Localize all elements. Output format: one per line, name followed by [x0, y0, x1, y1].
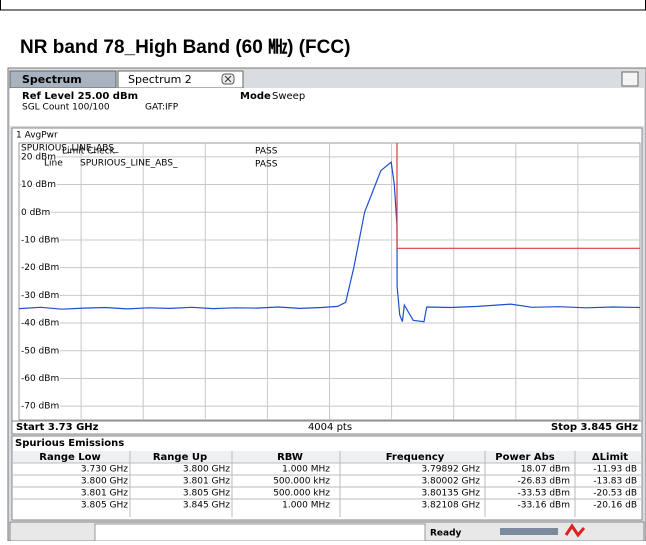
trace: [19, 161, 640, 323]
column-header: RBW: [277, 452, 303, 463]
cell: -26.83 dBm: [517, 477, 570, 487]
plot-frame: [11, 127, 643, 435]
close-icon: [224, 75, 232, 83]
cell: 500.000 kHz: [273, 489, 330, 499]
y-tick-label: -50 dBm: [21, 346, 59, 356]
y-tick-label: -20 dBm: [21, 263, 59, 273]
cell: 3.800 GHz: [183, 465, 230, 475]
y-tick-label: 0 dBm: [21, 208, 50, 218]
y-tick-label: 20 dBm: [21, 152, 56, 162]
cell: -20.16 dB: [593, 501, 637, 511]
table-title: Spurious Emissions: [15, 438, 124, 449]
top-box: [0, 0, 646, 11]
tab-label: Spectrum 2: [128, 73, 192, 86]
cell: 3.800 GHz: [81, 477, 128, 487]
trace-label: 1 AvgPwr: [16, 131, 58, 141]
cell: 18.07 dBm: [521, 465, 570, 475]
start-label: Start 3.73 GHz: [16, 422, 99, 433]
cell: 3.805 GHz: [81, 501, 128, 511]
sgl-count: SGL Count 100/100: [22, 103, 110, 113]
header-panel: [10, 88, 644, 126]
column-header: Power Abs: [495, 452, 555, 463]
cell: 1.000 MHz: [282, 501, 330, 511]
y-tick-label: -30 dBm: [21, 291, 59, 301]
cell: -20.53 dB: [593, 489, 637, 499]
column-header: Range Up: [153, 452, 207, 463]
cell: 3.80135 GHz: [421, 489, 480, 499]
column-header: Frequency: [386, 452, 445, 463]
table-frame: [11, 435, 643, 521]
cell: 3.845 GHz: [183, 501, 230, 511]
ref-level: Ref Level 25.00 dBm: [22, 91, 138, 102]
y-tick-label: 10 dBm: [21, 180, 56, 190]
limit-name: SPURIOUS_LINE_ABS_: [21, 144, 119, 154]
cell: 3.82108 GHz: [421, 501, 480, 511]
tab-label: Spectrum: [22, 73, 82, 86]
mode: Sweep: [272, 91, 305, 102]
cell: 3.805 GHz: [183, 489, 230, 499]
limit-check-label: Limit Check: [62, 147, 116, 157]
gate: GAT:IFP: [145, 103, 179, 113]
cell: 500.000 kHz: [273, 477, 330, 487]
limit-check-result: PASS: [255, 147, 278, 157]
mode-label: Mode: [240, 91, 271, 102]
y-tick-label: -40 dBm: [21, 319, 59, 329]
trace: [396, 143, 640, 249]
cell: -13.83 dB: [593, 477, 637, 487]
cell: -11.93 dB: [593, 465, 637, 475]
table-header-bg: [13, 451, 641, 463]
column-header: Range Low: [39, 452, 100, 463]
points-label: 4004 pts: [308, 422, 352, 433]
progress: [500, 528, 558, 535]
cell: -33.16 dBm: [517, 501, 570, 511]
cell: 1.000 MHz: [282, 465, 330, 475]
cell: 3.730 GHz: [81, 465, 128, 475]
traces: [19, 143, 640, 323]
status-field: [94, 523, 426, 542]
stop-label: Stop 3.845 GHz: [551, 422, 638, 433]
column-header: ΔLimit: [592, 452, 628, 463]
page-title: NR band 78_High Band (60 ㎒) (FCC): [20, 37, 350, 58]
line-check-label: Line: [44, 159, 63, 169]
cell: -33.53 dBm: [517, 489, 570, 499]
y-tick-label: -10 dBm: [21, 235, 59, 245]
cell: 3.801 GHz: [81, 489, 128, 499]
status: Ready: [430, 529, 462, 539]
y-tick-label: -60 dBm: [21, 374, 59, 384]
menu-button[interactable]: [621, 71, 639, 87]
cell: 3.80002 GHz: [421, 477, 480, 487]
logo: [564, 523, 586, 538]
y-tick-label: -70 dBm: [21, 402, 59, 412]
cell: 3.801 GHz: [183, 477, 230, 487]
line-check-name: SPURIOUS_LINE_ABS_: [80, 159, 178, 169]
cell: 3.79892 GHz: [421, 465, 480, 475]
line-check-result: PASS: [255, 160, 278, 170]
